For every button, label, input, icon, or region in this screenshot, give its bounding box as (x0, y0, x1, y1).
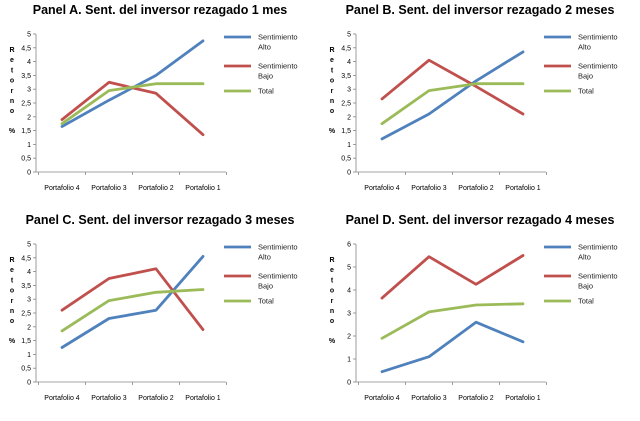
chart-panel-d: Panel D. Sent. del inversor rezagado 4 m… (329, 213, 618, 402)
panel-d-series-bajo-line (380, 254, 525, 300)
panel-b-legend-bajo-label: Sentimiento Bajo (578, 62, 618, 81)
panel-c-x-tick-label: Portafolio 2 (138, 395, 174, 402)
panel-d-y-tick-label: 1 (347, 357, 351, 364)
panel-b-series-alto-line (380, 50, 525, 141)
panel-a-x-tick-label: Portafolio 3 (91, 185, 127, 192)
panel-c-x-tick-label: Portafolio 1 (185, 395, 221, 402)
chart-panel-c: Panel C. Sent. del inversor rezagado 3 m… (9, 213, 298, 402)
panel-c-y-tick-label: 0,5 (21, 366, 31, 373)
panel-a: Panel A. Sent. del inversor rezagado 1 m… (0, 0, 320, 210)
panel-b-y-tick-label: 0,5 (341, 156, 351, 163)
panel-c-y-tick-label: 3,5 (21, 283, 31, 290)
panel-a-y-tick-label: 3,5 (21, 73, 31, 80)
panel-a-y-tick-label: 4 (27, 59, 31, 66)
panel-c-legend-bajo-label: Sentimiento Bajo (258, 272, 298, 291)
panel-a-y-tick-label: 0 (27, 170, 31, 177)
panel-b-y-tick-label: 4 (347, 59, 351, 66)
panel-c-y-tick-label: 3 (27, 297, 31, 304)
panel-b-x-tick-label: Portafolio 1 (505, 185, 541, 192)
panel-d-x-tick-label: Portafolio 4 (364, 395, 400, 402)
panel-c-y-tick-label: 5 (27, 242, 31, 249)
panel-c-title: Panel C. Sent. del inversor rezagado 3 m… (26, 213, 295, 227)
panel-c-y-tick-label: 0 (27, 380, 31, 387)
panel-b-y-tick-label: 2,5 (341, 101, 351, 108)
panel-b-y-tick-label: 1 (347, 142, 351, 149)
panel-b-y-tick-label: 2 (347, 114, 351, 121)
panel-b-y-tick-label: 5 (347, 32, 351, 39)
panel-c-y-tick-label: 2,5 (21, 311, 31, 318)
panel-c: Panel C. Sent. del inversor rezagado 3 m… (0, 210, 320, 420)
panel-a-y-tick-label: 2 (27, 114, 31, 121)
panel-b-legend-alto-label: Sentimiento Alto (578, 33, 618, 52)
panel-b-y-tick-label: 4,5 (341, 45, 351, 52)
panel-a-y-tick-label: 0,5 (21, 156, 31, 163)
panel-a-legend-total-label: Total (258, 87, 274, 96)
panel-a-series-total-line (60, 82, 205, 126)
panel-c-series-total-line (60, 288, 205, 333)
panel-a-y-tick-label: 1 (27, 142, 31, 149)
panel-b-y-tick-label: 3,5 (341, 73, 351, 80)
panel-d: Panel D. Sent. del inversor rezagado 4 m… (320, 210, 640, 420)
panel-d-x-tick-label: Portafolio 2 (458, 395, 494, 402)
panel-b-y-tick-label: 0 (347, 170, 351, 177)
panel-c-y-tick-label: 4 (27, 269, 31, 276)
panel-c-y-tick-label: 1,5 (21, 338, 31, 345)
panel-b-y-tick-label: 3 (347, 87, 351, 94)
panel-b-title: Panel B. Sent. del inversor rezagado 2 m… (346, 3, 615, 17)
panel-d-y-tick-label: 6 (347, 242, 351, 249)
panel-a-x-tick-label: Portafolio 1 (185, 185, 221, 192)
panel-d-title: Panel D. Sent. del inversor rezagado 4 m… (346, 213, 615, 227)
panel-d-y-tick-label: 5 (347, 265, 351, 272)
panel-c-legend-total-label: Total (258, 297, 274, 306)
chart-panel-a: Panel A. Sent. del inversor rezagado 1 m… (9, 3, 298, 192)
panel-d-legend-alto-label: Sentimiento Alto (578, 243, 618, 262)
panel-d-y-tick-label: 2 (347, 334, 351, 341)
panel-b-series-bajo-line (380, 58, 525, 116)
panel-c-x-tick-label: Portafolio 4 (44, 395, 80, 402)
panel-b-y-tick-label: 1,5 (341, 128, 351, 135)
panel-c-y-tick-label: 4,5 (21, 255, 31, 262)
panel-b-x-tick-label: Portafolio 2 (458, 185, 494, 192)
panel-c-series-bajo-line (60, 267, 205, 331)
panel-b: Panel B. Sent. del inversor rezagado 2 m… (320, 0, 640, 210)
panel-b-x-tick-label: Portafolio 3 (411, 185, 447, 192)
panel-a-y-tick-label: 5 (27, 32, 31, 39)
panel-d-y-tick-label: 3 (347, 311, 351, 318)
panel-a-x-tick-label: Portafolio 4 (44, 185, 80, 192)
panel-a-y-tick-label: 4,5 (21, 45, 31, 52)
panel-a-legend-alto-label: Sentimiento Alto (258, 33, 298, 52)
panel-d-y-tick-label: 0 (347, 380, 351, 387)
panel-a-y-tick-label: 3 (27, 87, 31, 94)
panel-a-y-tick-label: 2,5 (21, 101, 31, 108)
panel-d-series-alto-line (380, 320, 525, 374)
panel-a-title: Panel A. Sent. del inversor rezagado 1 m… (33, 3, 288, 17)
panel-a-y-tick-label: 1,5 (21, 128, 31, 135)
panel-d-x-tick-label: Portafolio 3 (411, 395, 447, 402)
panel-d-legend-bajo-label: Sentimiento Bajo (578, 272, 618, 291)
panel-a-x-tick-label: Portafolio 2 (138, 185, 174, 192)
panel-b-x-tick-label: Portafolio 4 (364, 185, 400, 192)
panel-d-legend-total-label: Total (578, 297, 594, 306)
panel-c-y-tick-label: 2 (27, 324, 31, 331)
panel-c-legend-alto-label: Sentimiento Alto (258, 243, 298, 262)
chart-panel-b: Panel B. Sent. del inversor rezagado 2 m… (329, 3, 618, 192)
panel-d-x-tick-label: Portafolio 1 (505, 395, 541, 402)
panel-d-y-tick-label: 4 (347, 288, 351, 295)
panel-b-series-total-line (380, 82, 525, 126)
panel-d-series-total-line (380, 302, 525, 340)
panel-c-series-alto-line (60, 255, 205, 349)
panel-c-x-tick-label: Portafolio 3 (91, 395, 127, 402)
panel-b-legend-total-label: Total (578, 87, 594, 96)
panel-a-legend-bajo-label: Sentimiento Bajo (258, 62, 298, 81)
panel-c-y-tick-label: 1 (27, 352, 31, 359)
